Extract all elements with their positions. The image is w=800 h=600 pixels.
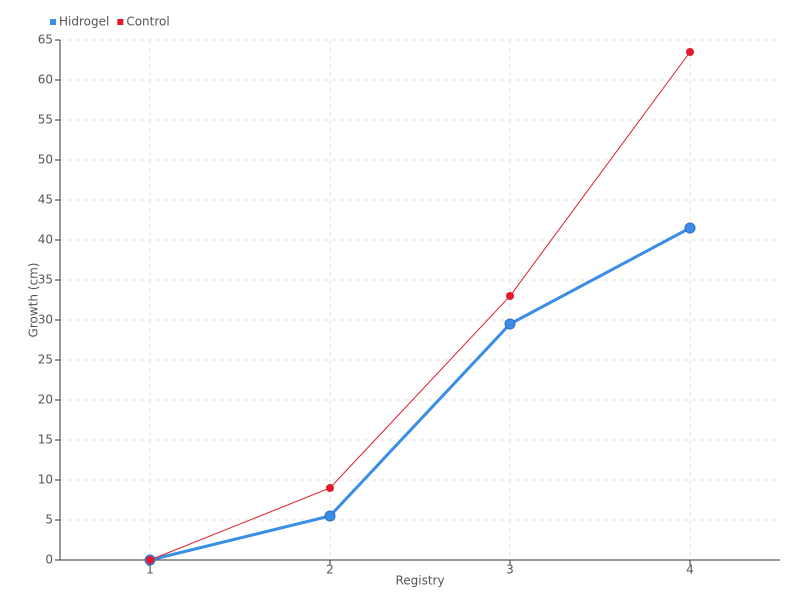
y-tick-label: 0	[45, 553, 53, 567]
point	[506, 292, 514, 300]
y-tick-label: 45	[38, 193, 53, 207]
point	[504, 318, 516, 330]
legend-swatch	[50, 19, 56, 25]
y-tick-label: 30	[38, 313, 53, 327]
point	[684, 222, 696, 234]
series-line	[149, 51, 691, 561]
x-tick-label: 4	[686, 563, 694, 577]
x-tick-label: 2	[326, 563, 334, 577]
y-tick-label: 40	[38, 233, 53, 247]
point	[326, 484, 334, 492]
y-tick-label: 15	[38, 433, 53, 447]
series-line	[149, 226, 691, 562]
legend-label: Hidrogel	[59, 15, 109, 29]
y-tick-label: 25	[38, 353, 53, 367]
x-axis-label: Registry	[395, 574, 444, 588]
x-tick-label: 3	[506, 563, 514, 577]
point	[146, 556, 154, 564]
y-tick-label: 65	[38, 33, 53, 47]
y-tick-label: 35	[38, 273, 53, 287]
x-tick-label: 1	[146, 563, 154, 577]
y-tick-label: 20	[38, 393, 53, 407]
legend-swatch	[117, 19, 124, 25]
y-tick-label: 10	[38, 473, 53, 487]
y-axis-label: Growth (cm)	[27, 263, 41, 338]
point	[686, 48, 694, 56]
legend-label: Control	[126, 15, 169, 29]
y-tick-label: 50	[38, 153, 53, 167]
y-tick-label: 55	[38, 113, 53, 127]
point	[324, 510, 336, 522]
y-tick-label: 5	[45, 513, 53, 527]
y-tick-label: 60	[38, 73, 53, 87]
